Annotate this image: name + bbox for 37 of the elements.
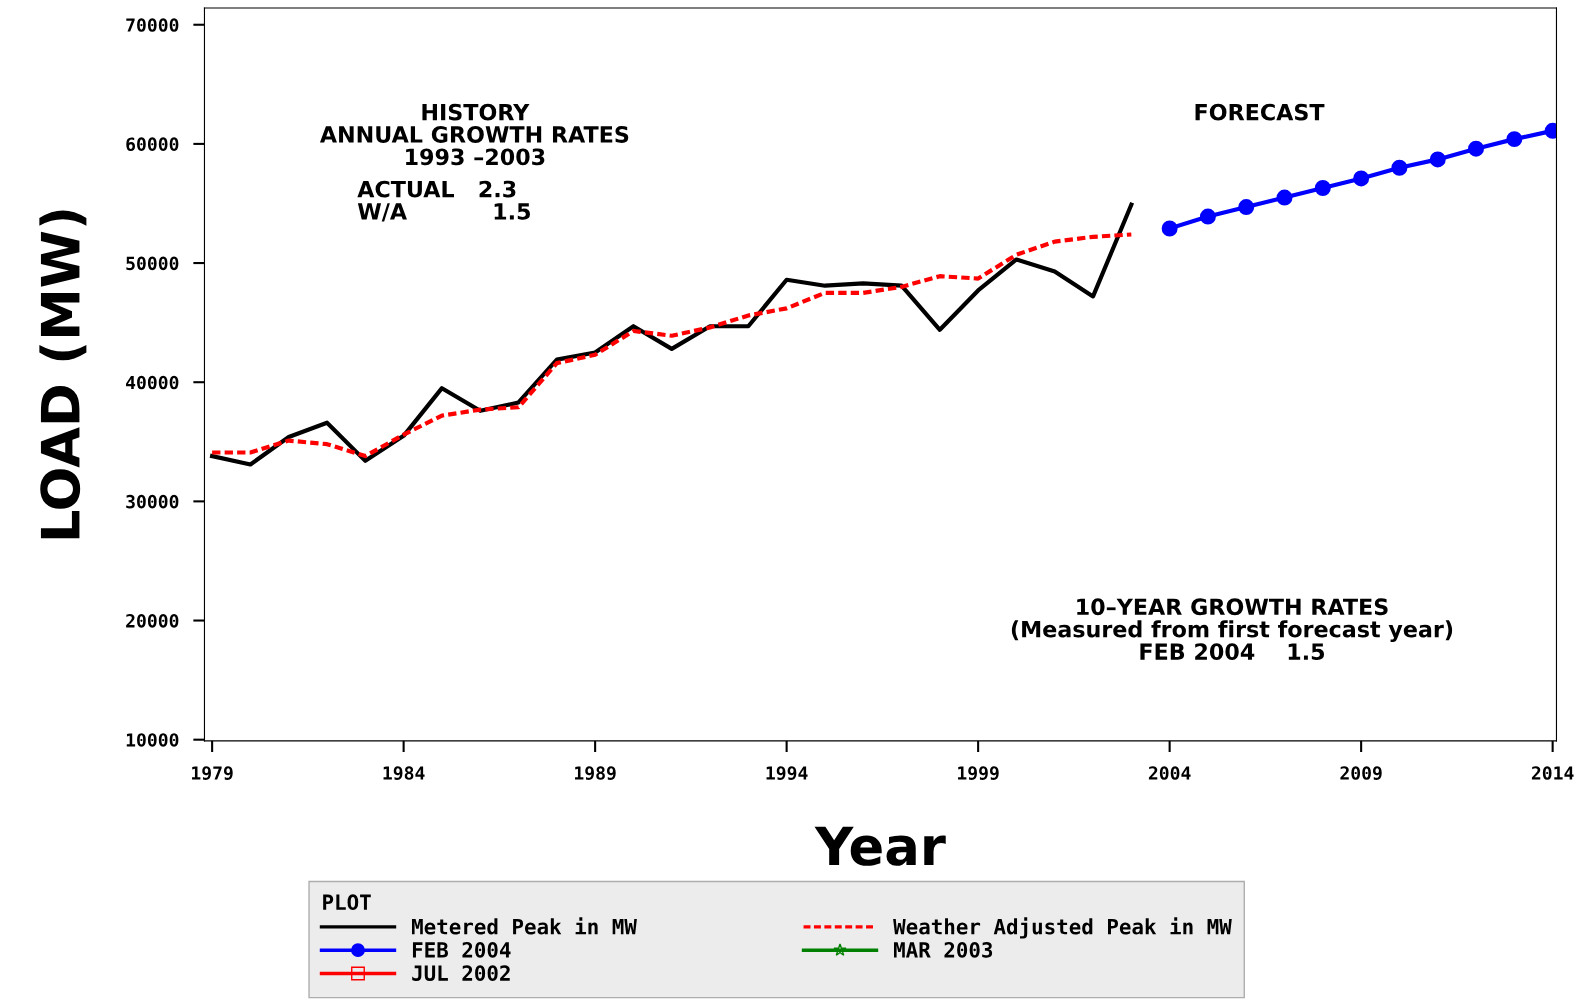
point [1276,189,1293,206]
x-tick-label: 1984 [383,766,425,780]
x-tick-label: 1979 [192,766,233,780]
point [1199,208,1216,225]
y-tick-label: 30000 [126,494,179,509]
y-tick-label: 20000 [126,613,179,628]
annotation: FORECAST [1195,103,1325,121]
y-tick-label: 50000 [126,256,179,271]
x-tick-label: 1994 [766,766,808,780]
annotation: 10–YEAR GROWTH RATES (Measured from first forecast year) FEB 2004 1.5 [1011,598,1453,661]
y-tick-label: 40000 [126,375,179,390]
point [1391,159,1408,176]
point [1238,199,1255,216]
legend-label: JUL 2002 [412,965,510,982]
y-axis-title: LOAD (MW) [39,210,87,539]
y-tick-label: 60000 [126,137,179,152]
legend-label: Metered Peak in MW [411,917,637,935]
point [1161,220,1178,237]
point [1314,180,1331,196]
y-tick-label: 70000 [126,18,179,32]
point [1506,131,1523,148]
x-axis-title: Year [814,826,946,866]
annotation: ACTUAL 2.3 W/A 1.5 [357,180,530,222]
legend-label: Weather Adjusted Peak in MW [893,917,1232,939]
point [1353,170,1370,187]
x-tick-label: 2004 [1148,766,1191,780]
legend-label: MAR 2003 [894,942,993,958]
y-tick-label: 10000 [126,733,179,747]
annotation: HISTORY ANNUAL GROWTH RATES 1993 –2003 [319,103,629,166]
x-tick-label: 1999 [958,766,999,780]
legend-title: PLOT [323,894,371,911]
x-tick-label: 2014 [1531,766,1574,780]
legend-label: FEB 2004 [412,942,511,958]
x-tick-label: 1989 [575,766,616,780]
point [1468,140,1485,157]
x-tick-label: 2009 [1340,766,1382,780]
point [1429,151,1446,168]
